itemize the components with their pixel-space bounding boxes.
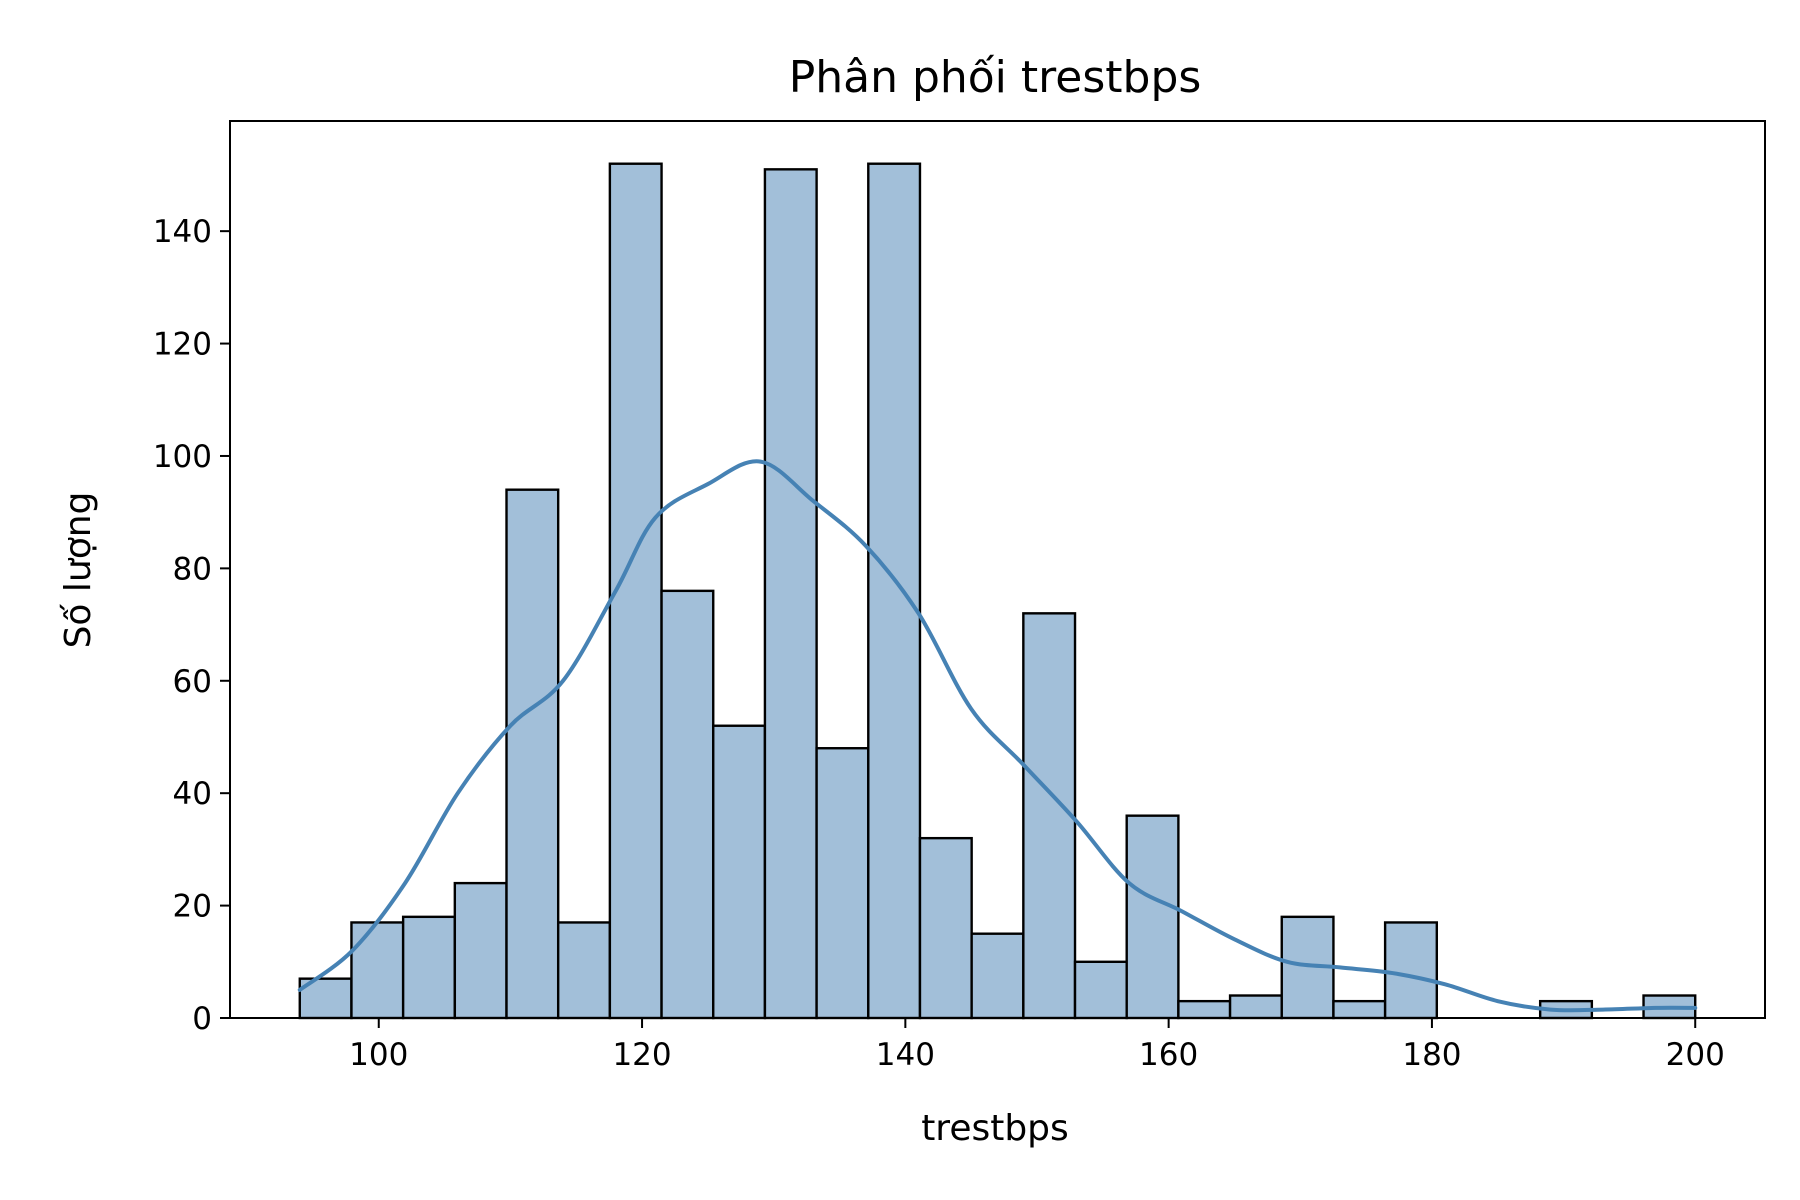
y-tick-label: 40	[173, 776, 212, 812]
histogram-bar	[660, 589, 715, 1020]
histogram-bar	[608, 162, 663, 1020]
histogram-bar	[453, 881, 508, 1020]
x-tick-label: 180	[1402, 1037, 1461, 1073]
y-axis-title: Số lượng	[58, 492, 99, 649]
x-tick-label: 140	[876, 1037, 935, 1073]
histogram-bar	[970, 932, 1025, 1020]
bars-group	[298, 162, 1697, 1020]
y-tick-label: 80	[173, 551, 212, 587]
histogram-bar	[918, 836, 973, 1020]
x-tick-label: 120	[612, 1037, 671, 1073]
x-tick-label: 160	[1139, 1037, 1198, 1073]
x-axis-title: trestbps	[921, 1108, 1069, 1149]
histogram-bar	[556, 921, 612, 1020]
histogram-bar	[712, 724, 767, 1020]
kde-group	[297, 459, 1698, 1013]
chart-title: Phân phối trestbps	[789, 52, 1202, 103]
histogram-bar	[1332, 999, 1387, 1020]
y-tick-label: 0	[192, 1001, 212, 1037]
histogram-bar	[1073, 960, 1128, 1020]
histogram-bar	[1125, 814, 1180, 1020]
y-tick-label: 60	[173, 664, 212, 700]
histogram-bar	[1177, 999, 1232, 1020]
y-tick-label: 120	[153, 327, 212, 363]
y-tick-label: 140	[153, 214, 212, 250]
y-tick-label: 100	[153, 439, 212, 475]
plot-frame	[229, 120, 1766, 1019]
kde-line	[297, 459, 1698, 1013]
histogram-bar	[763, 168, 818, 1020]
x-tick-label: 200	[1666, 1037, 1725, 1073]
x-tick-label: 100	[349, 1037, 408, 1073]
histogram-bar	[505, 488, 560, 1020]
axes-group: 100 120 140 160 180 200 0 20 40 60 80 100 120 140	[153, 120, 1766, 1073]
histogram-bar	[350, 921, 405, 1020]
histogram-bar	[815, 747, 870, 1020]
histogram-bar	[401, 915, 457, 1020]
histogram-bar	[1228, 994, 1283, 1020]
histogram-bar	[1383, 921, 1439, 1020]
y-tick-label: 20	[173, 889, 212, 925]
histogram-bar	[867, 162, 922, 1020]
histogram-bar	[1022, 612, 1077, 1020]
